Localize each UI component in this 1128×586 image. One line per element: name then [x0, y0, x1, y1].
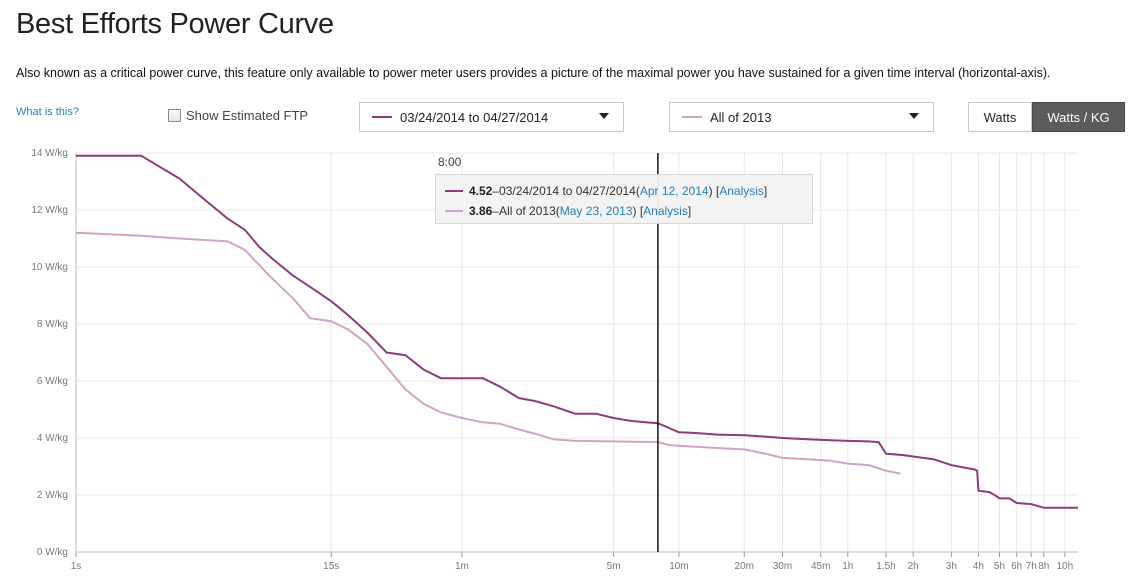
x-tick-label: 5m — [607, 561, 621, 572]
y-tick-label: 6 W/kg — [37, 376, 68, 387]
show-ftp-control[interactable]: Show Estimated FTP — [168, 108, 308, 123]
tooltip-range-2: All of 2013 — [499, 204, 556, 218]
y-axis: 0 W/kg 2 W/kg 4 W/kg 6 W/kg 8 W/kg 10 W/kg 12 … — [31, 148, 77, 558]
tooltip-close-2: ) [ — [632, 204, 644, 218]
x-tick-label: 45m — [811, 561, 830, 572]
tooltip-row-2: 3.86 – All of 2013 ( May 23, 2013 ) [ An… — [445, 201, 812, 221]
y-tick-label: 2 W/kg — [37, 490, 68, 501]
range2-swatch — [682, 116, 702, 118]
tooltip-value-1: 4.52 — [469, 184, 493, 198]
x-tick-label: 3h — [946, 561, 957, 572]
range1-select[interactable]: 03/24/2014 to 04/27/2014 — [359, 102, 624, 132]
series-line-2013 — [75, 231, 901, 475]
x-tick-label: 10h — [1056, 561, 1073, 572]
chevron-down-icon — [909, 113, 919, 119]
range2-select[interactable]: All of 2013 — [669, 102, 934, 132]
tooltip-end-2: ] — [687, 204, 692, 218]
tooltip-range-1: 03/24/2014 to 04/27/2014 — [499, 184, 636, 198]
y-tick-label: 10 W/kg — [31, 262, 68, 273]
y-tick-label: 8 W/kg — [37, 319, 68, 330]
ftp-checkbox[interactable] — [168, 109, 181, 122]
tooltip-date-link-2[interactable]: May 23, 2013 — [559, 204, 633, 218]
tooltip-row-1: 4.52 – 03/24/2014 to 04/27/2014 ( Apr 12… — [445, 181, 812, 201]
x-tick-label: 5h — [994, 561, 1005, 572]
tooltip-analysis-link-1[interactable]: Analysis — [719, 184, 764, 198]
crosshair-time-label: 8:00 — [438, 155, 462, 169]
chart-tooltip: 4.52 – 03/24/2014 to 04/27/2014 ( Apr 12… — [435, 174, 813, 224]
series-line-2014 — [76, 154, 1078, 509]
page-description: Also known as a critical power curve, th… — [16, 66, 1051, 80]
tooltip-value-2: 3.86 — [469, 204, 493, 218]
unit-wkg-button[interactable]: Watts / KG — [1032, 102, 1125, 132]
y-tick-label: 12 W/kg — [31, 205, 68, 216]
x-tick-label: 15s — [323, 561, 339, 572]
tooltip-sep-1: – — [492, 184, 500, 198]
x-tick-label: 7h — [1026, 561, 1037, 572]
tooltip-swatch-1 — [445, 190, 463, 192]
x-tick-label: 1m — [455, 561, 469, 572]
x-tick-label: 1h — [842, 561, 853, 572]
x-tick-label: 1s — [71, 561, 82, 572]
x-tick-label: 4h — [973, 561, 984, 572]
y-tick-label: 4 W/kg — [37, 433, 68, 444]
y-tick-label: 0 W/kg — [37, 547, 68, 558]
x-tick-label: 2h — [908, 561, 919, 572]
tooltip-analysis-link-2[interactable]: Analysis — [643, 204, 688, 218]
x-tick-label: 6h — [1011, 561, 1022, 572]
x-tick-label: 10m — [669, 561, 688, 572]
unit-watts-button[interactable]: Watts — [968, 102, 1032, 132]
chevron-down-icon — [599, 113, 609, 119]
tooltip-end-1: ] — [763, 184, 768, 198]
tooltip-open-1: ( — [635, 184, 640, 198]
range1-value: 03/24/2014 to 04/27/2014 — [400, 109, 549, 125]
page-title: Best Efforts Power Curve — [16, 8, 334, 40]
tooltip-date-link-1[interactable]: Apr 12, 2014 — [639, 184, 709, 198]
x-tick-label: 1.5h — [876, 561, 895, 572]
range2-value: All of 2013 — [710, 109, 772, 125]
x-tick-label: 30m — [773, 561, 792, 572]
chart-series — [75, 154, 1078, 509]
x-tick-label: 20m — [735, 561, 754, 572]
tooltip-sep-2: – — [492, 204, 500, 218]
x-axis: 1s 15s 1m 5m 10m 20m 30m 45m 1h 1.5h 2h 3h 4h 5h 6h 7h 8… — [71, 551, 1078, 572]
tooltip-open-2: ( — [555, 204, 560, 218]
ftp-label: Show Estimated FTP — [186, 108, 309, 123]
y-tick-label: 14 W/kg — [31, 148, 68, 159]
range1-swatch — [372, 116, 392, 118]
tooltip-swatch-2 — [445, 210, 463, 212]
tooltip-close-1: ) [ — [708, 184, 720, 198]
x-tick-label: 8h — [1038, 561, 1049, 572]
what-is-this-link[interactable]: What is this? — [16, 106, 79, 118]
